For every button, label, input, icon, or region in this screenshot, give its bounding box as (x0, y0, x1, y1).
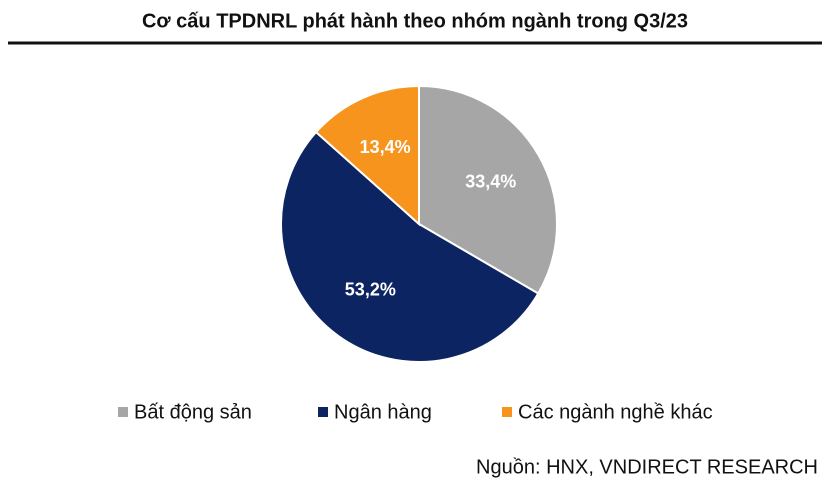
slice-label: 33,4% (465, 172, 516, 192)
source-note: Nguồn: HNX, VNDIRECT RESEARCH (476, 456, 818, 478)
slice-label: 53,2% (345, 280, 396, 300)
pie-slice (418, 84, 558, 295)
slice-label: 13,4% (360, 137, 411, 157)
legend-label: Các ngành nghề khác (518, 401, 713, 423)
pie-slice (314, 84, 420, 227)
legend-label: Bất động sản (134, 401, 252, 423)
legend-swatch (318, 407, 328, 417)
pie-slice (280, 130, 540, 363)
chart-title: Cơ cấu TPDNRL phát hành theo nhóm ngành … (142, 10, 688, 32)
legend-swatch (118, 407, 128, 417)
legend-label: Ngân hàng (334, 401, 432, 423)
legend-swatch (502, 407, 512, 417)
